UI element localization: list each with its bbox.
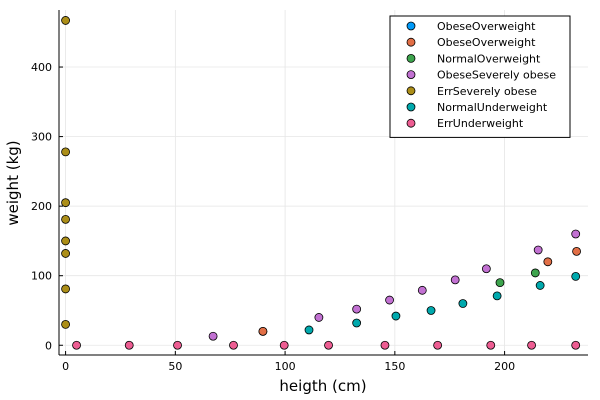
- legend-marker-4: [406, 86, 416, 96]
- point-series-3-2: [352, 304, 362, 314]
- point-series-2-1: [530, 268, 540, 278]
- legend-label-4: ErrSeverely obese: [437, 85, 537, 98]
- point-series-1-0: [258, 326, 268, 336]
- point-series-1-2: [572, 246, 581, 256]
- legend-marker-0: [406, 21, 416, 31]
- x-tick-label-2: 100: [275, 360, 296, 373]
- point-series-6-10: [571, 340, 581, 350]
- point-series-6-7: [433, 340, 443, 350]
- point-series-5-5: [492, 291, 502, 301]
- point-series-4-0: [61, 16, 70, 25]
- legend-label-6: ErrUnderweight: [437, 117, 524, 130]
- legend-label-0: ObeseOverweight: [437, 20, 536, 33]
- legend-label-1: ObeseOverweight: [437, 36, 536, 49]
- point-series-5-2: [391, 311, 401, 321]
- x-tick-label-3: 150: [384, 360, 405, 373]
- legend-label-3: ObeseSeverely obese: [437, 69, 556, 82]
- y-tick-label-3: 300: [31, 131, 52, 144]
- data-points: [61, 16, 581, 350]
- point-series-5-6: [535, 281, 545, 290]
- point-series-6-5: [324, 340, 333, 350]
- y-tick-label-4: 400: [31, 61, 52, 74]
- point-series-6-4: [279, 340, 289, 350]
- point-series-6-3: [229, 340, 238, 350]
- point-series-2-0: [495, 278, 505, 288]
- point-series-5-4: [458, 299, 468, 308]
- point-series-3-4: [417, 285, 427, 295]
- y-axis-title: weight (kg): [4, 140, 22, 225]
- point-series-3-8: [571, 229, 581, 239]
- point-series-3-7: [533, 245, 543, 255]
- point-series-5-7: [571, 272, 581, 281]
- point-series-5-1: [352, 318, 362, 328]
- point-series-6-8: [486, 340, 496, 350]
- point-series-3-5: [450, 275, 460, 285]
- point-series-4-4: [61, 236, 70, 246]
- point-series-6-0: [72, 340, 81, 350]
- point-series-6-2: [173, 340, 182, 350]
- point-series-4-2: [61, 198, 70, 208]
- legend-label-2: NormalOverweight: [437, 52, 541, 65]
- point-series-6-1: [124, 340, 134, 350]
- point-series-3-1: [314, 313, 324, 322]
- point-series-6-9: [527, 340, 536, 350]
- legend-marker-1: [406, 37, 416, 47]
- point-series-3-6: [481, 264, 491, 274]
- x-axis-title: heigth (cm): [279, 377, 366, 395]
- x-tick-label-1: 50: [168, 360, 182, 373]
- legend-marker-3: [406, 70, 416, 79]
- point-series-5-0: [304, 325, 314, 335]
- y-tick-label-1: 100: [31, 270, 52, 283]
- point-series-4-5: [61, 249, 70, 258]
- legend-marker-2: [406, 54, 416, 63]
- legend-box: [389, 15, 571, 138]
- point-series-4-6: [61, 284, 70, 294]
- legend-marker-5: [406, 102, 416, 112]
- axes: 0 50 100 150 200 0 100 200 300 400: [31, 10, 588, 373]
- y-tick-label-2: 200: [31, 200, 52, 213]
- point-series-4-3: [61, 214, 70, 224]
- legend-marker-6: [406, 118, 416, 128]
- point-series-3-0: [208, 331, 218, 341]
- point-series-3-3: [385, 295, 394, 305]
- point-series-4-1: [61, 147, 70, 157]
- legend-label-5: NormalUnderweight: [437, 101, 548, 114]
- legend: ObeseOverweight ObeseOverweight NormalOver…: [389, 15, 571, 138]
- point-series-5-3: [426, 306, 436, 315]
- point-series-4-7: [61, 319, 70, 329]
- x-tick-label-0: 0: [62, 360, 69, 373]
- point-series-6-6: [380, 340, 390, 350]
- y-tick-label-0: 0: [45, 339, 52, 352]
- point-series-1-1: [543, 257, 553, 267]
- x-tick-label-4: 200: [494, 360, 515, 373]
